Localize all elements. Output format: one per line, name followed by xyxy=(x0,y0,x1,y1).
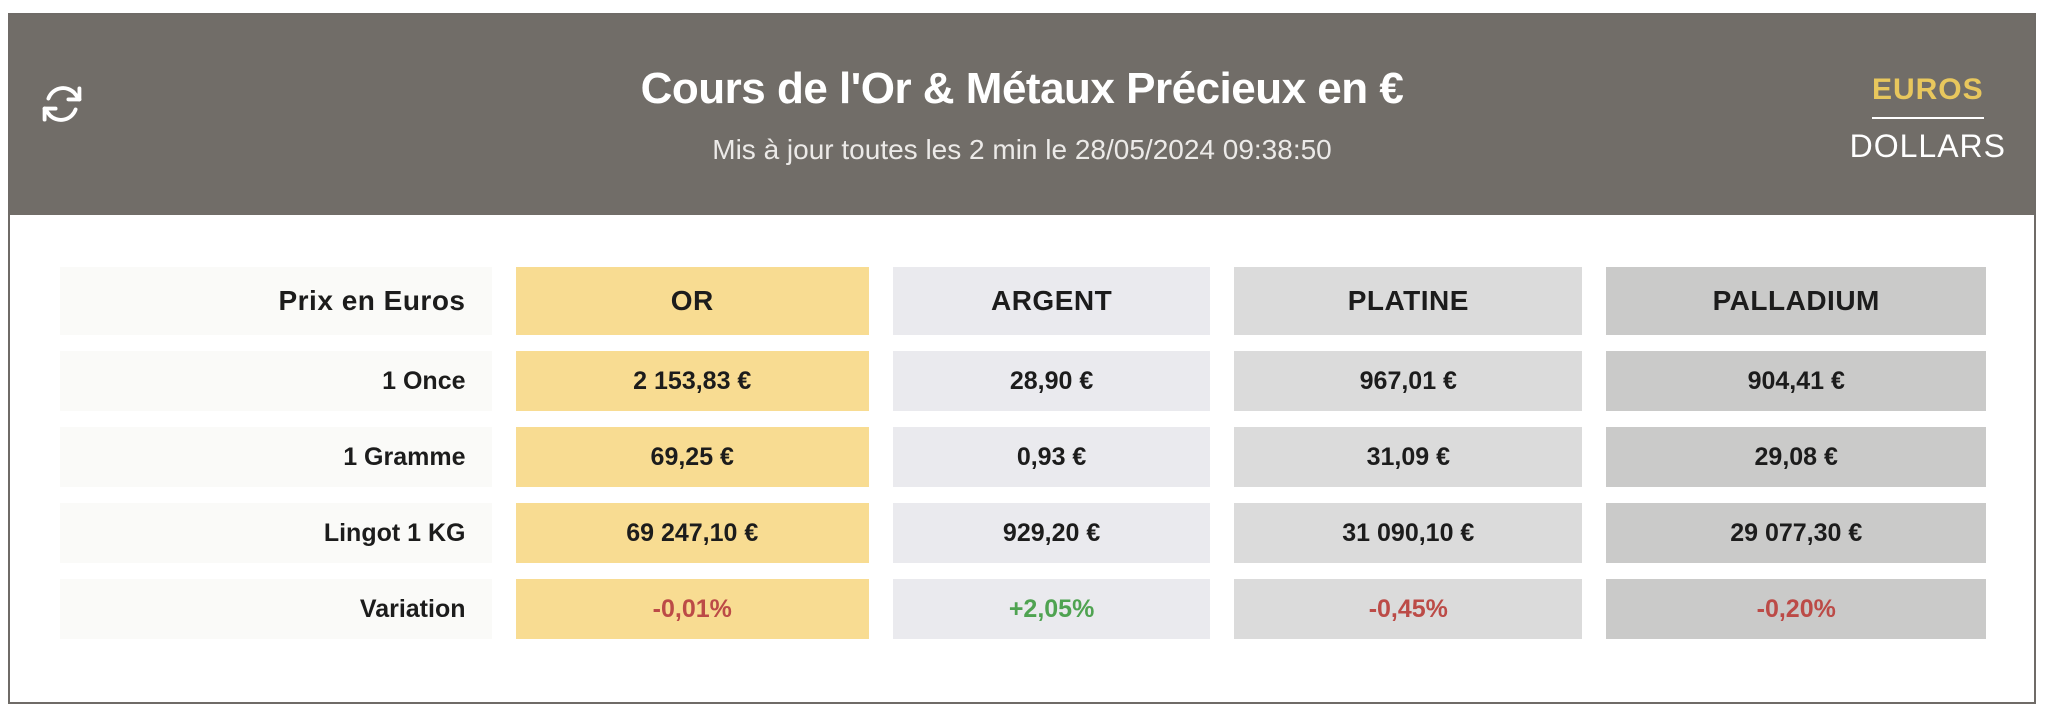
row-label-1-once: 1 Once xyxy=(60,351,492,411)
price-cell: 29,08 € xyxy=(1606,427,1986,487)
refresh-icon xyxy=(40,85,84,129)
refresh-button[interactable] xyxy=(38,81,86,129)
metal-prices-widget: Cours de l'Or & Métaux Précieux en € Mis… xyxy=(8,13,2036,704)
corner-header-cell: Prix en Euros xyxy=(60,267,492,335)
price-cell: 2 153,83 € xyxy=(515,351,870,411)
price-cell: -0,01% xyxy=(515,579,870,639)
column-header-platine: PLATINE xyxy=(1234,267,1583,335)
price-cell: 69,25 € xyxy=(515,427,870,487)
price-cell: 69 247,10 € xyxy=(515,503,870,563)
widget-body: Prix en Euros OR ARGENT PLATINE PALLADIUM 1 O… xyxy=(10,215,2034,689)
currency-divider xyxy=(1871,117,1984,119)
price-cell: +2,05% xyxy=(893,579,1211,639)
currency-option-dollars[interactable]: DOLLARS xyxy=(1849,128,2006,164)
price-cell: 29 077,30 € xyxy=(1606,503,1986,563)
currency-toggle: EUROS DOLLARS xyxy=(1850,73,2006,165)
row-label-lingot-1-kg: Lingot 1 KG xyxy=(60,503,492,563)
price-cell: 929,20 € xyxy=(893,503,1211,563)
update-status-text: Mis à jour toutes les 2 min le 28/05/202… xyxy=(712,134,1332,165)
page-title: Cours de l'Or & Métaux Précieux en € xyxy=(640,64,1404,113)
column-header-palladium: PALLADIUM xyxy=(1606,267,1986,335)
price-cell: -0,45% xyxy=(1234,579,1583,639)
price-cell: 31,09 € xyxy=(1234,427,1583,487)
column-header-or: OR xyxy=(515,267,870,335)
row-label-variation: Variation xyxy=(60,579,492,639)
price-cell: 967,01 € xyxy=(1234,351,1583,411)
column-header-argent: ARGENT xyxy=(893,267,1211,335)
row-label-1-gramme: 1 Gramme xyxy=(60,427,492,487)
price-cell: -0,20% xyxy=(1606,579,1986,639)
prices-table: Prix en Euros OR ARGENT PLATINE PALLADIUM 1 O… xyxy=(60,267,1986,639)
widget-header: Cours de l'Or & Métaux Précieux en € Mis… xyxy=(10,15,2034,215)
currency-option-euros[interactable]: EUROS xyxy=(1871,73,1984,106)
price-cell: 0,93 € xyxy=(893,427,1211,487)
price-cell: 28,90 € xyxy=(893,351,1211,411)
price-cell: 904,41 € xyxy=(1606,351,1986,411)
price-cell: 31 090,10 € xyxy=(1234,503,1583,563)
